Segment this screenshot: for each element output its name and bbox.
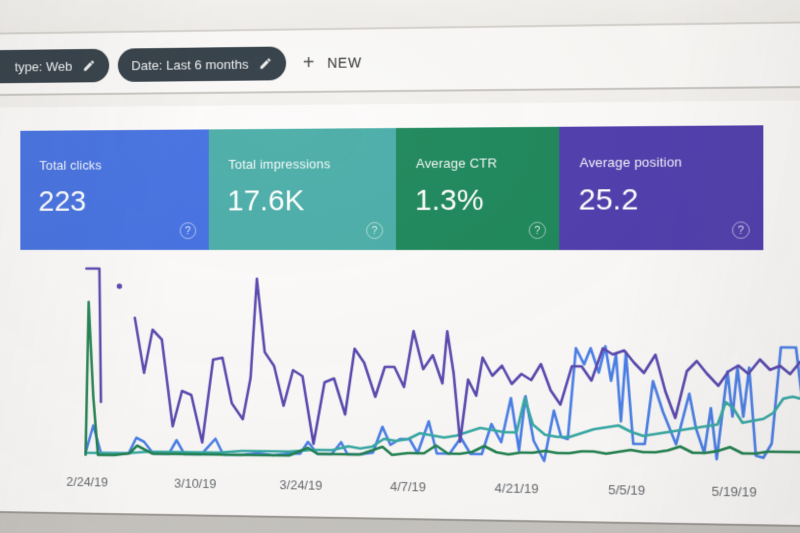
help-icon[interactable]: ? [528, 221, 546, 239]
card-value: 25.2 [578, 183, 639, 217]
help-icon[interactable]: ? [366, 222, 384, 240]
series-average-position [135, 278, 800, 450]
filter-chip-date[interactable]: Date: Last 6 months [117, 46, 286, 82]
filter-toolbar: type: Web Date: Last 6 months + NEW [0, 0, 800, 84]
metric-cards-row: Total clicks 223 ? Total impressions 17.… [20, 125, 764, 251]
card-total-impressions[interactable]: Total impressions 17.6K ? [208, 128, 397, 250]
edit-icon[interactable] [82, 59, 95, 73]
card-label: Total clicks [39, 157, 102, 173]
card-value: 1.3% [414, 183, 484, 217]
x-axis-label: 4/21/19 [494, 480, 539, 497]
plus-icon: + [302, 52, 315, 75]
series-gap-point [116, 283, 123, 290]
x-axis-label: 5/19/19 [711, 483, 757, 500]
filter-chip-search-type[interactable]: type: Web [0, 48, 109, 84]
edit-icon[interactable] [258, 57, 272, 71]
screen-top-edge [0, 0, 800, 35]
card-average-ctr[interactable]: Average CTR 1.3% ? [396, 126, 560, 251]
card-value: 223 [38, 185, 87, 218]
card-label: Average position [579, 154, 683, 171]
card-label: Total impressions [228, 156, 331, 172]
chip-label: Date: Last 6 months [131, 56, 249, 73]
help-icon[interactable]: ? [732, 221, 750, 239]
new-button-label: NEW [327, 54, 362, 71]
card-total-clicks[interactable]: Total clicks 223 ? [20, 129, 209, 250]
x-axis-label: 2/24/19 [66, 474, 108, 490]
x-axis-label: 3/24/19 [279, 477, 323, 493]
card-average-position[interactable]: Average position 25.2 ? [559, 125, 764, 251]
new-filter-button[interactable]: + NEW [303, 45, 362, 80]
x-axis-label: 4/7/19 [389, 478, 427, 495]
card-label: Average CTR [415, 155, 498, 171]
x-axis-label: 5/5/19 [608, 482, 646, 498]
help-icon[interactable]: ? [179, 222, 197, 240]
chip-label: type: Web [14, 58, 73, 74]
card-value: 17.6K [227, 184, 305, 218]
x-axis-label: 3/10/19 [174, 475, 217, 492]
performance-chart[interactable] [11, 254, 800, 472]
